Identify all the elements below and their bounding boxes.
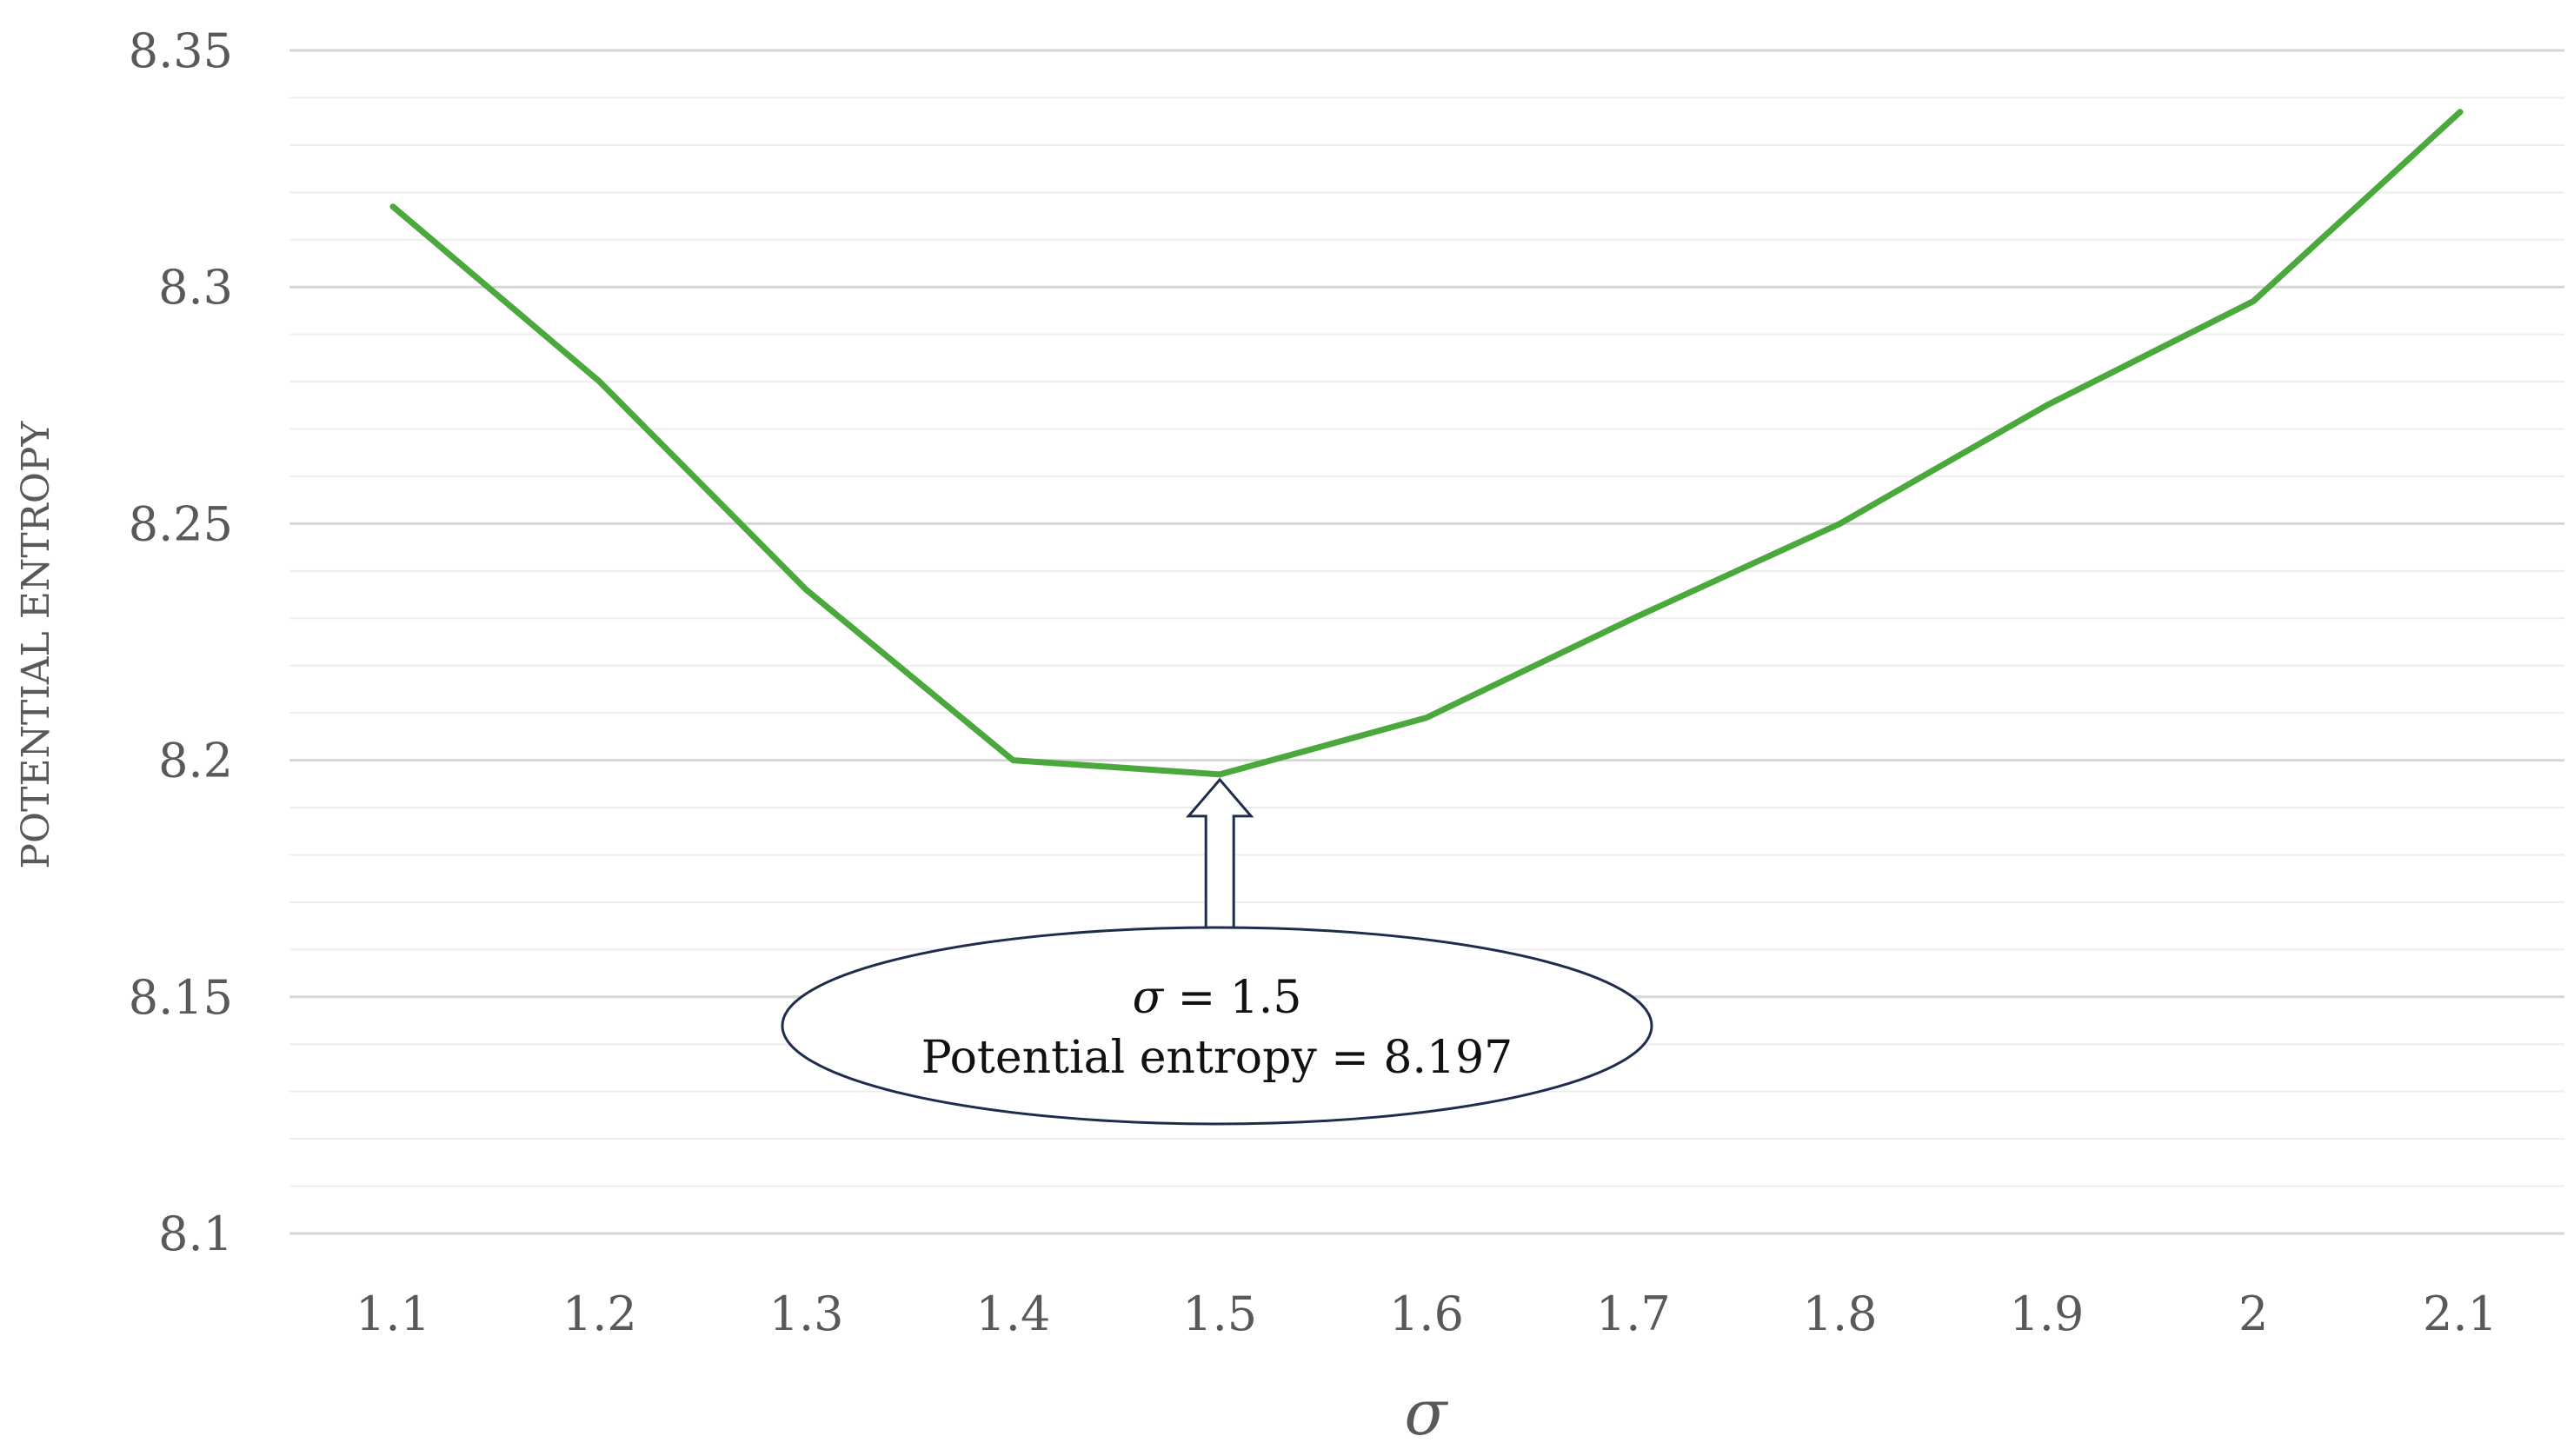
series-points <box>389 109 2464 778</box>
x-tick-label: 1.3 <box>769 1286 844 1341</box>
data-point <box>1837 520 1844 527</box>
data-point <box>389 203 396 210</box>
annotation-callout: σ = 1.5 Potential entropy = 8.197 <box>781 777 1653 1126</box>
y-tick-label: 8.25 <box>129 496 233 551</box>
data-point <box>1216 771 1223 778</box>
data-point <box>1009 757 1016 764</box>
y-tick-label: 8.3 <box>158 260 233 315</box>
x-tick-label: 1.4 <box>975 1286 1050 1341</box>
data-point <box>803 587 810 594</box>
y-tick-label: 8.1 <box>158 1207 233 1261</box>
y-axis-title: POTENTIAL ENTROPY <box>14 420 58 868</box>
callout-sigma-value: = 1.5 <box>1163 972 1301 1024</box>
data-point <box>1630 615 1637 622</box>
data-point <box>2043 402 2050 409</box>
data-point <box>2250 298 2257 305</box>
x-tick-label: 1.6 <box>1389 1286 1464 1341</box>
data-point <box>1423 715 1430 721</box>
x-tick-label: 2.1 <box>2423 1286 2498 1341</box>
callout-line-2: Potential entropy = 8.197 <box>921 1032 1513 1084</box>
x-tick-label: 2 <box>2238 1286 2268 1341</box>
callout-line-1: σ = 1.5 <box>1133 972 1302 1024</box>
callout-arrow <box>1185 777 1254 930</box>
series-line <box>389 109 2464 778</box>
y-tick-label: 8.15 <box>129 970 233 1025</box>
y-axis-ticks: 8.1 8.15 8.2 8.25 8.3 8.35 <box>129 23 233 1261</box>
y-tick-label: 8.35 <box>129 23 233 78</box>
gridlines <box>289 49 2564 1235</box>
x-tick-label: 1.7 <box>1596 1286 1671 1341</box>
x-tick-label: 1.5 <box>1182 1286 1257 1341</box>
y-tick-label: 8.2 <box>158 734 233 788</box>
data-point <box>2457 109 2464 116</box>
data-point <box>596 378 603 385</box>
x-axis-ticks: 1.1 1.2 1.3 1.4 1.5 1.6 1.7 1.8 1.9 2 2.1 <box>356 1286 2498 1341</box>
callout-sigma: σ <box>1133 972 1165 1024</box>
x-tick-label: 1.9 <box>2009 1286 2084 1341</box>
callout-ellipse <box>781 926 1653 1126</box>
x-tick-label: 1.2 <box>562 1286 637 1341</box>
x-tick-label: 1.1 <box>356 1286 430 1341</box>
x-tick-label: 1.8 <box>1803 1286 1878 1341</box>
x-axis-title: σ <box>1404 1376 1448 1449</box>
